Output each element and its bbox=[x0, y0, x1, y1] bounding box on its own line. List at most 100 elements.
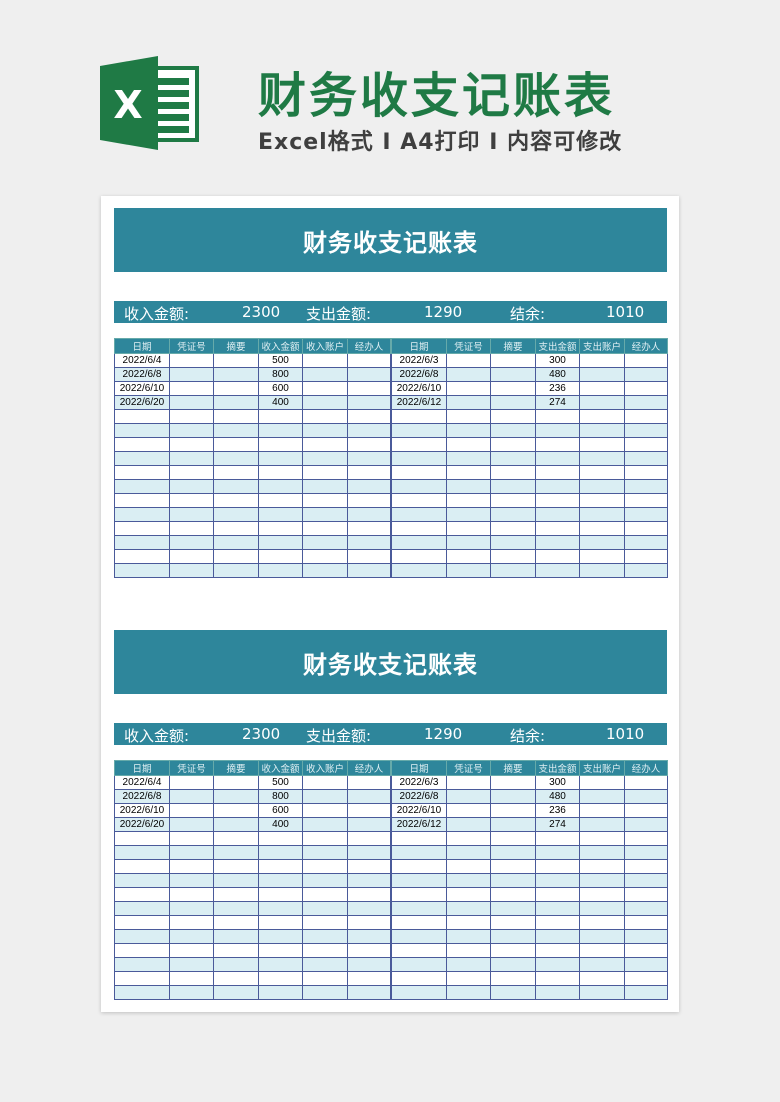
table-cell[interactable] bbox=[213, 451, 259, 466]
table-cell[interactable] bbox=[258, 957, 303, 972]
table-cell[interactable] bbox=[391, 985, 447, 1000]
table-cell[interactable] bbox=[169, 859, 214, 874]
table-cell[interactable] bbox=[391, 943, 447, 958]
table-cell[interactable] bbox=[213, 873, 259, 888]
table-cell[interactable] bbox=[213, 859, 259, 874]
table-cell[interactable] bbox=[624, 465, 668, 480]
table-cell[interactable] bbox=[169, 985, 214, 1000]
table-cell[interactable] bbox=[579, 831, 625, 846]
table-cell[interactable] bbox=[446, 395, 491, 410]
table-cell[interactable] bbox=[579, 929, 625, 944]
table-cell[interactable] bbox=[446, 943, 491, 958]
table-cell[interactable] bbox=[490, 367, 536, 382]
table-cell[interactable] bbox=[446, 789, 491, 804]
table-cell[interactable] bbox=[169, 493, 214, 508]
table-cell[interactable] bbox=[579, 943, 625, 958]
table-cell[interactable] bbox=[446, 831, 491, 846]
table-cell[interactable] bbox=[535, 423, 580, 438]
table-cell[interactable] bbox=[347, 395, 391, 410]
table-cell[interactable] bbox=[446, 549, 491, 564]
table-cell[interactable] bbox=[391, 929, 447, 944]
table-cell[interactable] bbox=[114, 831, 170, 846]
table-cell[interactable] bbox=[624, 423, 668, 438]
table-cell[interactable] bbox=[213, 395, 259, 410]
table-cell[interactable] bbox=[446, 901, 491, 916]
table-cell[interactable] bbox=[624, 957, 668, 972]
table-cell[interactable] bbox=[579, 915, 625, 930]
table-cell[interactable] bbox=[624, 775, 668, 790]
table-cell[interactable] bbox=[624, 479, 668, 494]
table-cell[interactable] bbox=[213, 549, 259, 564]
table-cell[interactable] bbox=[535, 465, 580, 480]
table-cell[interactable] bbox=[213, 535, 259, 550]
table-cell[interactable]: 300 bbox=[535, 353, 580, 368]
table-cell[interactable] bbox=[490, 957, 536, 972]
table-cell[interactable] bbox=[624, 943, 668, 958]
table-cell[interactable]: 2022/6/8 bbox=[114, 789, 170, 804]
table-cell[interactable] bbox=[302, 479, 348, 494]
table-cell[interactable] bbox=[391, 957, 447, 972]
table-cell[interactable] bbox=[535, 535, 580, 550]
table-cell[interactable]: 2022/6/4 bbox=[114, 353, 170, 368]
table-cell[interactable] bbox=[391, 971, 447, 986]
table-cell[interactable] bbox=[535, 831, 580, 846]
table-cell[interactable] bbox=[347, 817, 391, 832]
table-cell[interactable] bbox=[302, 775, 348, 790]
table-cell[interactable] bbox=[302, 367, 348, 382]
table-cell[interactable] bbox=[579, 845, 625, 860]
table-cell[interactable] bbox=[302, 507, 348, 522]
table-cell[interactable] bbox=[258, 507, 303, 522]
table-cell[interactable]: 500 bbox=[258, 353, 303, 368]
table-cell[interactable] bbox=[302, 957, 348, 972]
table-cell[interactable] bbox=[169, 803, 214, 818]
table-cell[interactable] bbox=[213, 803, 259, 818]
table-cell[interactable] bbox=[579, 803, 625, 818]
table-cell[interactable] bbox=[446, 887, 491, 902]
table-cell[interactable] bbox=[114, 479, 170, 494]
table-cell[interactable] bbox=[624, 535, 668, 550]
table-cell[interactable] bbox=[169, 775, 214, 790]
table-cell[interactable] bbox=[391, 549, 447, 564]
table-cell[interactable] bbox=[114, 873, 170, 888]
table-cell[interactable] bbox=[213, 817, 259, 832]
table-cell[interactable] bbox=[579, 465, 625, 480]
table-cell[interactable] bbox=[446, 353, 491, 368]
table-cell[interactable] bbox=[213, 521, 259, 536]
table-cell[interactable] bbox=[579, 563, 625, 578]
table-cell[interactable] bbox=[391, 521, 447, 536]
table-cell[interactable]: 236 bbox=[535, 803, 580, 818]
table-cell[interactable] bbox=[446, 845, 491, 860]
table-cell[interactable] bbox=[535, 859, 580, 874]
table-cell[interactable] bbox=[624, 929, 668, 944]
table-cell[interactable] bbox=[169, 915, 214, 930]
table-cell[interactable] bbox=[114, 971, 170, 986]
table-cell[interactable] bbox=[490, 873, 536, 888]
table-cell[interactable] bbox=[535, 521, 580, 536]
table-cell[interactable] bbox=[446, 423, 491, 438]
table-cell[interactable] bbox=[347, 507, 391, 522]
table-cell[interactable] bbox=[391, 465, 447, 480]
table-cell[interactable] bbox=[258, 887, 303, 902]
table-cell[interactable]: 2022/6/3 bbox=[391, 775, 447, 790]
table-cell[interactable] bbox=[258, 521, 303, 536]
table-cell[interactable] bbox=[169, 521, 214, 536]
table-cell[interactable] bbox=[213, 943, 259, 958]
table-cell[interactable] bbox=[258, 985, 303, 1000]
table-cell[interactable] bbox=[535, 929, 580, 944]
table-cell[interactable] bbox=[535, 493, 580, 508]
table-cell[interactable] bbox=[169, 817, 214, 832]
table-cell[interactable] bbox=[446, 873, 491, 888]
table-cell[interactable] bbox=[490, 549, 536, 564]
table-cell[interactable] bbox=[446, 479, 491, 494]
table-cell[interactable] bbox=[347, 549, 391, 564]
table-cell[interactable] bbox=[391, 423, 447, 438]
table-cell[interactable]: 480 bbox=[535, 367, 580, 382]
table-cell[interactable] bbox=[213, 423, 259, 438]
table-cell[interactable] bbox=[579, 437, 625, 452]
table-cell[interactable] bbox=[490, 381, 536, 396]
table-cell[interactable] bbox=[579, 535, 625, 550]
table-cell[interactable] bbox=[347, 845, 391, 860]
table-cell[interactable] bbox=[446, 535, 491, 550]
table-cell[interactable] bbox=[347, 929, 391, 944]
table-cell[interactable] bbox=[302, 971, 348, 986]
